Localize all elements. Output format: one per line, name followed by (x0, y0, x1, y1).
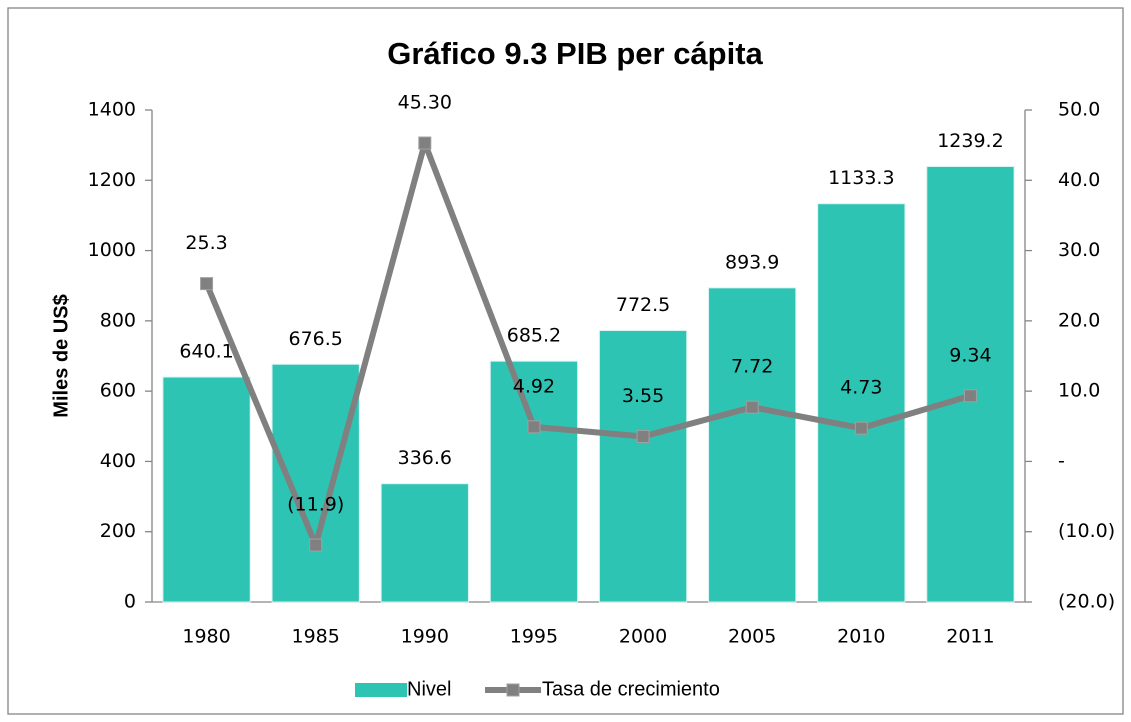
bar-value-label: 336.6 (398, 447, 452, 469)
line-value-label: 4.92 (513, 375, 555, 397)
line-marker (854, 421, 868, 435)
bar (598, 330, 688, 603)
bar-value-label: 685.2 (507, 325, 561, 347)
line-marker (963, 389, 977, 403)
y-tick-label: 200 (100, 520, 136, 542)
y2-tick-label: (20.0) (1058, 591, 1115, 613)
y2-tick-label: 10.0 (1058, 380, 1100, 402)
bar (489, 360, 579, 603)
line-marker (527, 420, 541, 434)
legend-label: Tasa de crecimiento (542, 678, 720, 700)
y-tick-label: 800 (100, 309, 136, 331)
y-tick-label: 1200 (88, 169, 136, 191)
x-tick-label: 2010 (837, 626, 885, 648)
y2-tick-label: 50.0 (1058, 99, 1100, 121)
x-tick-label: 1985 (292, 626, 340, 648)
x-tick-label: 1990 (401, 626, 449, 648)
x-tick-label: 1980 (182, 626, 230, 648)
y-tick-label: 0 (124, 591, 136, 613)
x-tick-label: 2011 (946, 626, 994, 648)
bar (708, 287, 797, 603)
x-tick-label: 2005 (728, 626, 776, 648)
line-marker (636, 429, 650, 443)
bar-value-label: 1239.2 (937, 130, 1003, 152)
bar-value-label: 1133.3 (828, 167, 894, 189)
line-marker (309, 538, 323, 552)
line-value-label: 3.55 (622, 385, 664, 407)
legend-label: Nivel (407, 678, 451, 700)
line-marker (418, 136, 432, 150)
legend-swatch (355, 683, 407, 697)
y2-tick-label: 40.0 (1058, 169, 1100, 191)
x-tick-label: 1995 (510, 626, 558, 648)
line-value-label: 45.30 (398, 92, 452, 114)
y2-tick-label: (10.0) (1058, 520, 1115, 542)
y-tick-label: 600 (100, 380, 136, 402)
x-tick-label: 2000 (619, 626, 667, 648)
line (203, 140, 972, 549)
line-value-label: 9.34 (949, 344, 991, 366)
chart-title: Gráfico 9.3 PIB per cápita (387, 36, 763, 71)
line-marker (200, 277, 214, 291)
legend-swatch-marker (506, 683, 520, 697)
line-value-label: 4.73 (840, 377, 882, 399)
bar (926, 166, 1015, 603)
line-value-label: (11.9) (287, 494, 344, 516)
bar (817, 203, 906, 603)
bar (271, 363, 360, 603)
line-value-label: 25.3 (185, 232, 227, 254)
y2-tick-label: 30.0 (1058, 239, 1100, 261)
y-tick-label: 1000 (88, 239, 136, 261)
y-axis-label: Miles de US$ (50, 294, 72, 417)
bar-value-label: 772.5 (616, 294, 670, 316)
y-tick-label: 400 (100, 450, 136, 472)
bar-value-label: 640.1 (179, 341, 233, 363)
y2-tick-label: - (1058, 450, 1065, 472)
bar (162, 376, 251, 603)
y-tick-label: 1400 (88, 99, 136, 121)
bar (380, 483, 469, 603)
line-marker (745, 400, 759, 414)
y2-tick-label: 20.0 (1058, 309, 1100, 331)
line-value-label: 7.72 (731, 356, 773, 378)
bar-value-label: 893.9 (725, 251, 779, 273)
bar-value-label: 676.5 (288, 328, 342, 350)
